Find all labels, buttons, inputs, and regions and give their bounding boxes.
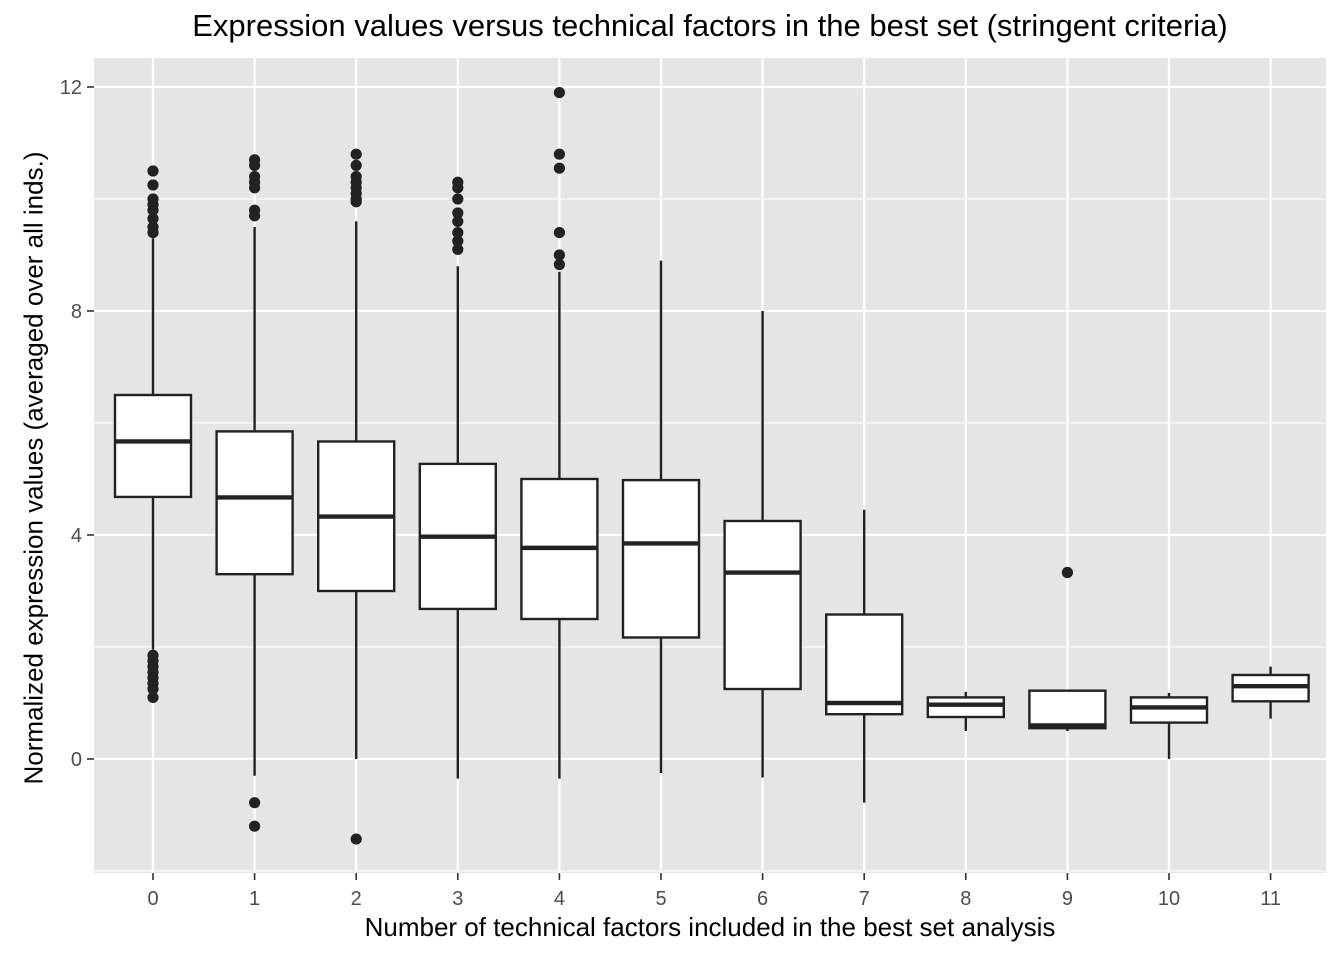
chart-title: Expression values versus technical facto… [192,8,1228,43]
y-tick-label: 0 [71,749,82,771]
y-axis-title: Normalized expression values (averaged o… [18,151,49,785]
outlier-point [147,227,159,239]
outlier-point [553,148,566,160]
outlier-point [452,243,464,255]
outlier-point [452,235,464,247]
outlier-point [147,165,159,177]
y-tick-label: 12 [60,77,82,99]
boxplot-9 [1028,566,1107,731]
panel-background [94,58,1326,873]
boxplot-11 [1231,666,1310,719]
outlier-point [249,159,261,171]
x-tick-label: 4 [554,888,565,910]
boxplot-6 [723,311,802,778]
outlier-point [350,148,362,160]
boxplot-2 [317,148,396,845]
x-tick-label: 8 [960,888,971,910]
outlier-point [452,182,464,194]
box-iqr [113,393,193,499]
boxplot-3 [418,176,497,779]
outlier-point [1061,566,1073,579]
y-tick-label: 4 [71,525,82,547]
outlier-point [553,249,566,261]
y-tick-label: 8 [71,301,82,323]
outlier-point [452,227,464,239]
box-iqr [723,519,802,691]
plot-panel [94,58,1326,873]
boxplot-0 [113,165,193,704]
x-tick-label: 7 [859,888,870,910]
boxplot-4 [520,87,599,779]
x-tick-label: 9 [1062,888,1073,910]
box-iqr [1028,689,1107,730]
box-iqr [825,613,904,716]
outlier-point [553,258,566,271]
outlier-point [249,210,261,222]
boxplot-8 [926,691,1005,731]
outlier-point [147,213,159,225]
box-iqr [1129,696,1209,724]
outlier-point [147,179,159,191]
x-tick-label: 6 [757,888,768,910]
x-axis-title: Number of technical factors included in … [364,912,1056,942]
outlier-point [553,87,566,99]
boxplots [113,87,1310,845]
outlier-point [350,196,362,208]
outlier-point [147,204,159,216]
outlier-point [249,797,261,809]
boxplot-1 [215,154,294,832]
box-iqr [621,478,701,639]
box-iqr [926,696,1005,719]
outlier-point [452,207,464,219]
x-tick-label: 11 [1260,888,1281,910]
outlier-point [553,227,566,239]
x-tick-label: 0 [147,888,158,910]
x-tick-label: 10 [1158,888,1180,910]
boxplot-7 [825,509,904,803]
outlier-point [452,193,464,205]
outlier-point [147,691,159,704]
boxplot-5 [621,260,701,773]
outlier-point [350,159,362,171]
x-tick-label: 5 [655,888,666,910]
outlier-point [249,820,261,832]
outlier-point [249,182,261,194]
box-iqr [215,430,294,576]
outlier-point [350,833,362,845]
boxplot-10 [1129,692,1209,759]
outlier-point [553,162,566,174]
x-tick-label: 2 [351,888,362,910]
outlier-point [452,215,464,227]
x-tick-label: 1 [249,888,260,910]
outlier-point [147,683,159,695]
x-tick-label: 3 [452,888,463,910]
